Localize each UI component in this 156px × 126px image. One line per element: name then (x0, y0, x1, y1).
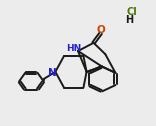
Text: H: H (125, 15, 133, 25)
Text: O: O (96, 25, 105, 35)
Text: Cl: Cl (127, 7, 137, 17)
Text: N: N (48, 68, 57, 78)
Text: HN: HN (66, 44, 82, 53)
